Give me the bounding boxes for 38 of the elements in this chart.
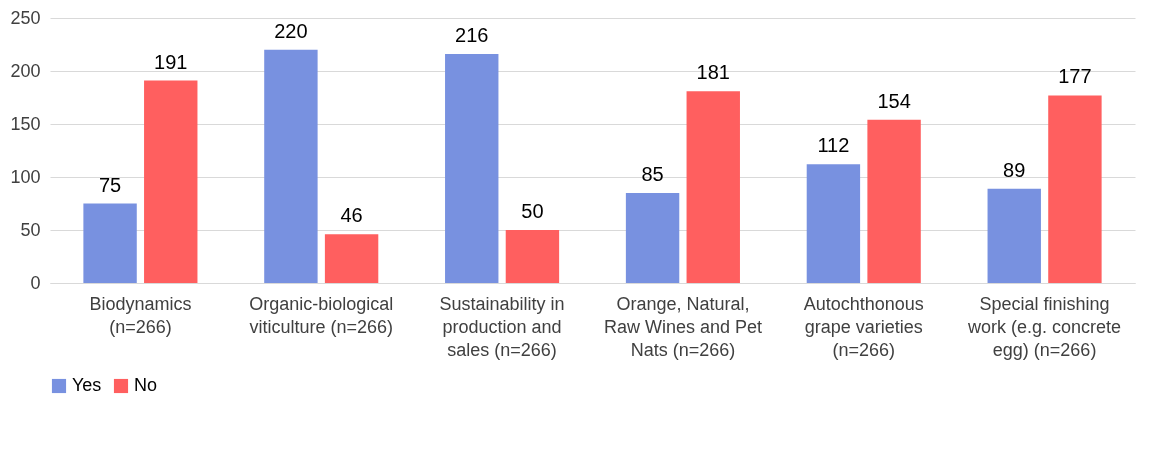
legend-label: No [134, 375, 158, 395]
data-label: 216 [455, 24, 489, 47]
data-label: 50 [521, 200, 544, 222]
bar [505, 230, 560, 283]
bar [867, 119, 921, 283]
bar [264, 49, 318, 283]
data-label: 85 [641, 162, 664, 185]
y-tick-label: 200 [10, 60, 41, 81]
x-tick-label: Orange, Natural, Raw Wines and Pet Nats (n=266) [603, 293, 762, 360]
x-tick-label: Special finishing work (e.g. concrete egg) (n=266) [967, 293, 1122, 360]
data-label: 181 [696, 61, 730, 84]
y-tick-label: 100 [10, 166, 41, 187]
x-tick-label: Organic-biological viticulture (n=266) [249, 293, 394, 337]
bar [806, 164, 861, 283]
y-tick-label: 250 [10, 7, 41, 28]
bar [1048, 95, 1102, 283]
data-label: 89 [1003, 158, 1026, 181]
legend-label: Yes [72, 375, 102, 395]
bar [83, 203, 137, 283]
data-label: 191 [154, 50, 188, 73]
y-tick-label: 0 [30, 272, 41, 293]
bar [324, 234, 379, 283]
y-tick-label: 150 [10, 113, 41, 134]
y-tick-label: 50 [20, 219, 41, 240]
bar [686, 91, 740, 283]
bar [445, 54, 499, 283]
data-label: 112 [817, 134, 850, 157]
x-tick-label: Biodynamics (n=266) [89, 293, 192, 337]
bar [625, 192, 680, 283]
bar [987, 188, 1041, 283]
x-tick-label: Sustainability in production and sales (n=266) [439, 293, 565, 360]
data-label: 177 [1058, 65, 1092, 88]
data-label: 46 [340, 204, 363, 227]
data-label: 220 [274, 19, 308, 42]
bar [144, 80, 198, 283]
data-label: 154 [877, 89, 911, 112]
x-tick-label: Autochthonous grape varieties (n=266) [803, 293, 924, 360]
data-label: 75 [98, 173, 122, 196]
